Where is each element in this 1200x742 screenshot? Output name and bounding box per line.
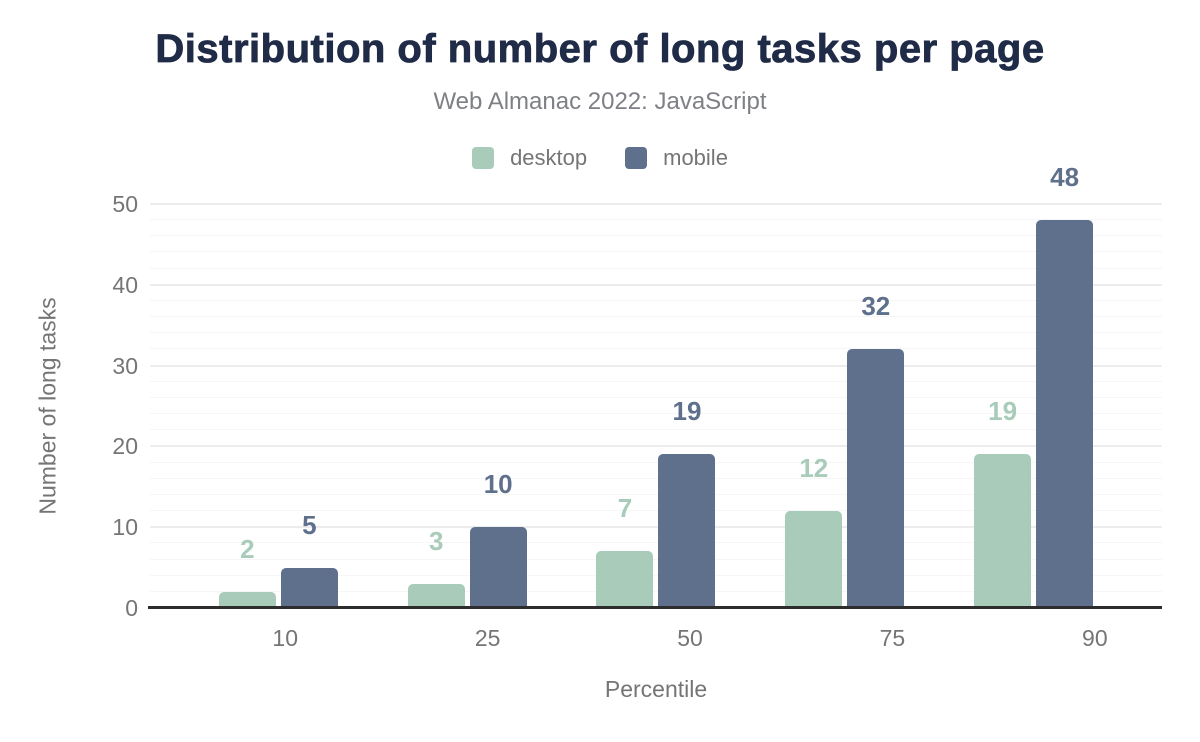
x-tick-10: 10 — [272, 625, 298, 651]
x-axis-line — [148, 606, 1162, 609]
bar-mobile-p75[interactable]: 32 — [847, 293, 905, 608]
bar-value-label: 32 — [861, 291, 891, 322]
bar-mobile-p25[interactable]: 10 — [469, 471, 527, 608]
gridline-minor — [150, 348, 1162, 350]
bar-desktop-p75[interactable]: 12 — [785, 455, 843, 608]
bar-group-p75: 12 32 — [750, 204, 939, 608]
chart-title: Distribution of number of long tasks per… — [155, 27, 1045, 72]
x-axis-title: Percentile — [604, 676, 708, 702]
bar-desktop-p10[interactable]: 2 — [218, 536, 276, 608]
gridline-minor — [150, 267, 1162, 269]
bar-value-label: 19 — [988, 396, 1018, 427]
gridline-minor — [150, 219, 1162, 221]
y-tick-0: 0 — [125, 595, 138, 621]
y-tick-50: 50 — [112, 191, 138, 217]
gridline-minor — [150, 590, 1162, 592]
legend-item-desktop[interactable]: desktop — [472, 145, 587, 171]
gridline-major — [150, 283, 1162, 286]
bar-value-label: 48 — [1050, 162, 1080, 193]
gridline-minor — [150, 251, 1162, 253]
legend-swatch-icon — [625, 147, 648, 169]
gridline-minor — [150, 413, 1162, 415]
gridline-major — [150, 203, 1162, 205]
gridline-minor — [150, 542, 1162, 544]
gridline-minor — [150, 235, 1162, 237]
bar-group-p90: 19 48 — [939, 164, 1128, 608]
y-tick-10: 10 — [112, 514, 138, 541]
gridline-minor — [150, 477, 1162, 479]
y-tick-20: 20 — [112, 433, 138, 460]
bar-value-label: 19 — [672, 396, 702, 427]
bar-group-p50: 7 19 — [562, 204, 751, 608]
x-tick-75: 75 — [879, 625, 906, 651]
gridline-minor — [150, 574, 1162, 576]
bar-mobile-p10[interactable]: 5 — [280, 512, 338, 608]
y-tick-30: 30 — [112, 352, 138, 379]
legend-label: mobile — [663, 145, 728, 170]
bar-mobile-p90[interactable]: 48 — [1036, 164, 1094, 608]
legend: desktop mobile — [0, 145, 1200, 171]
y-axis-title: Number of long tasks — [34, 297, 61, 515]
y-tick-40: 40 — [112, 271, 138, 298]
x-tick-50: 50 — [677, 625, 703, 651]
gridline-minor — [150, 396, 1162, 398]
bar-value-label: 10 — [483, 469, 513, 500]
x-axis-ticks: 10 25 50 75 90 — [150, 625, 1200, 652]
bar-value-label: 2 — [240, 533, 255, 564]
bar-value-label: 3 — [428, 525, 444, 556]
gridline-minor — [150, 461, 1162, 463]
bar-desktop-p50[interactable]: 7 — [596, 495, 654, 608]
bar-mobile-p50[interactable]: 19 — [658, 398, 716, 608]
legend-swatch-icon — [472, 147, 495, 169]
x-tick-25: 25 — [474, 625, 501, 651]
bar-group-p25: 3 10 — [373, 204, 562, 608]
legend-item-mobile[interactable]: mobile — [625, 145, 728, 171]
gridline-minor — [150, 510, 1162, 512]
gridline-minor — [150, 299, 1162, 301]
bar-value-label: 5 — [302, 509, 317, 540]
bar-desktop-p90[interactable]: 19 — [974, 398, 1032, 608]
chart-subtitle: Web Almanac 2022: JavaScript — [433, 88, 767, 115]
gridline-minor — [150, 429, 1162, 431]
gridline-minor — [150, 316, 1162, 318]
gridline-minor — [150, 558, 1162, 560]
bar-value-label: 7 — [617, 493, 633, 524]
plot-area: 0 10 20 30 40 50 2 5 3 10 7 19 12 32 19 48 — [112, 164, 1162, 621]
bar-groups: 2 5 3 10 7 19 12 32 19 48 — [150, 164, 1162, 608]
gridline-major — [150, 445, 1162, 448]
legend-label: desktop — [510, 145, 588, 170]
x-tick-90: 90 — [1082, 625, 1108, 651]
bar-desktop-p25[interactable]: 3 — [407, 528, 465, 608]
gridline-major — [150, 364, 1162, 367]
gridline-minor — [150, 332, 1162, 334]
gridline-major — [150, 526, 1162, 529]
bar-value-label: 12 — [799, 453, 829, 484]
gridline-minor — [150, 380, 1162, 382]
gridline-minor — [150, 493, 1162, 495]
